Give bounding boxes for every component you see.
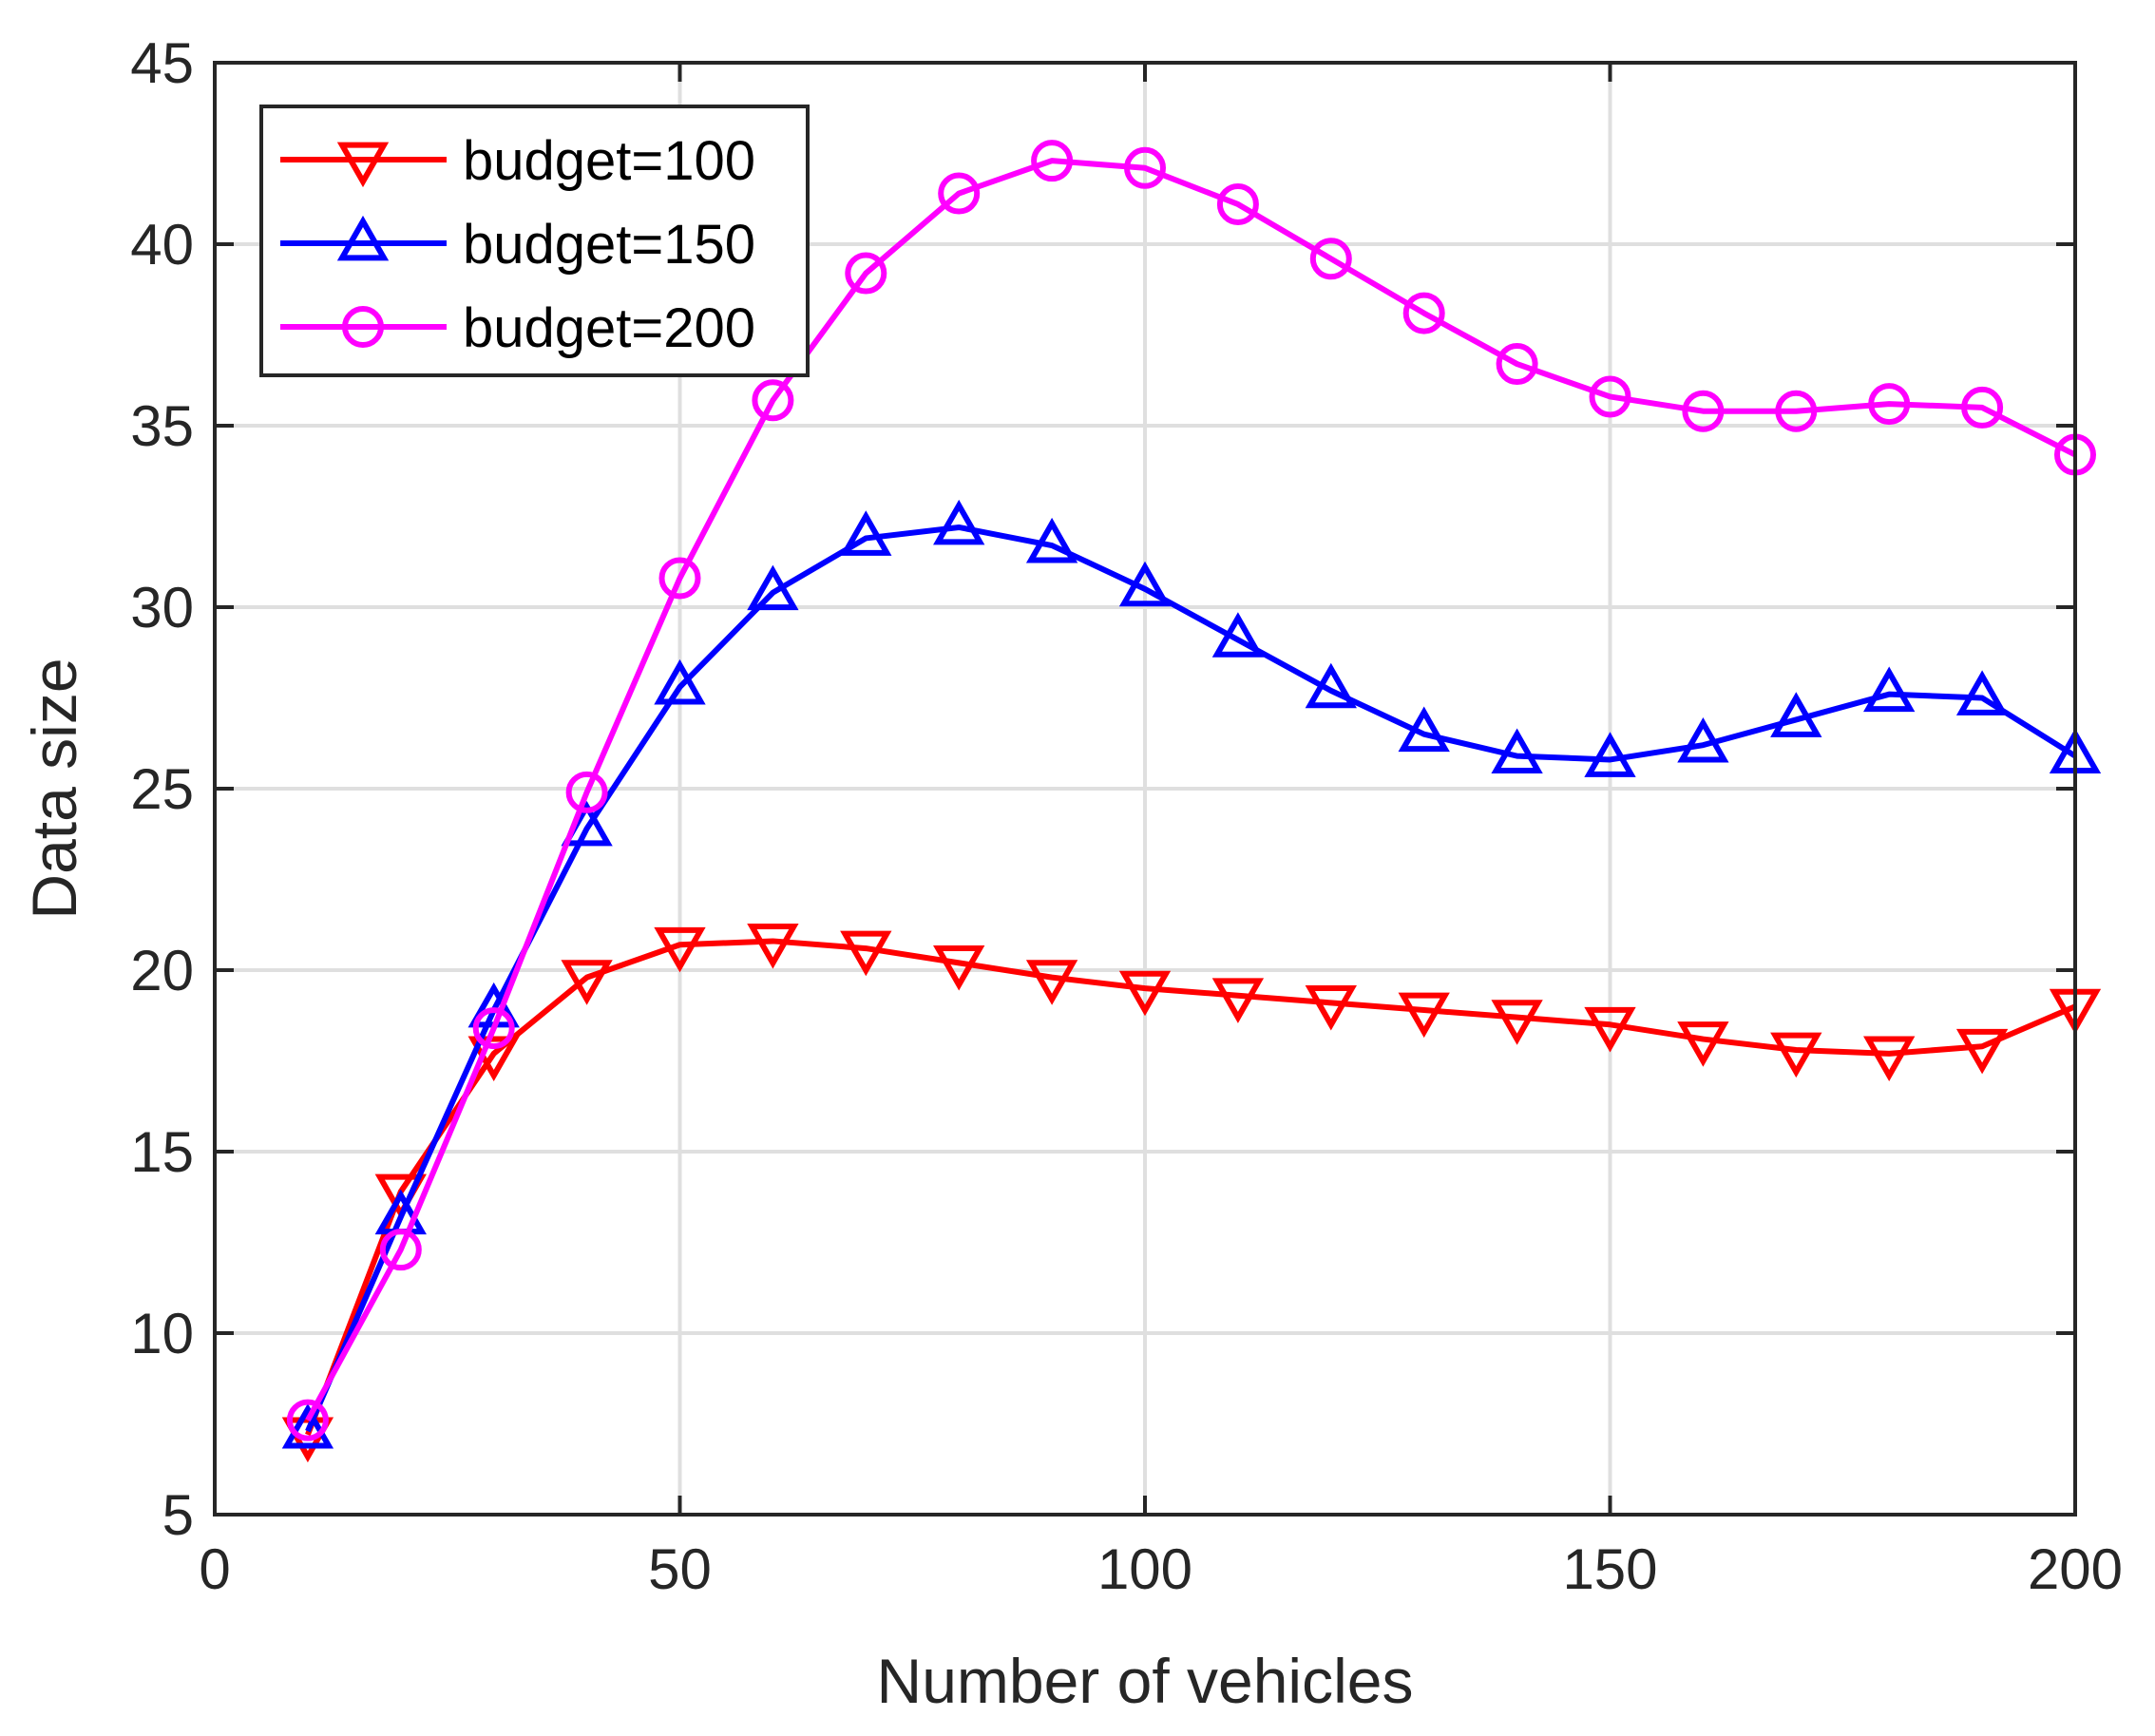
data-point: [565, 771, 608, 813]
legend-marker: [336, 142, 390, 188]
series-group: [281, 140, 2102, 1463]
y-axis-label: Data size: [19, 658, 89, 919]
data-point: [840, 510, 892, 556]
y-tick-label: 20: [130, 939, 194, 1002]
y-tick-label: 5: [162, 1483, 194, 1547]
data-point: [1961, 386, 2004, 429]
x-axis-label: Number of vehicles: [877, 1646, 1414, 1716]
data-point: [1398, 706, 1450, 753]
y-tick-label: 10: [130, 1302, 194, 1365]
data-point: [1955, 1028, 2009, 1075]
legend-label: budget=100: [463, 130, 755, 192]
data-point: [1211, 978, 1265, 1023]
data-point: [1305, 662, 1357, 709]
data-point: [1863, 1036, 1916, 1082]
data-point: [1868, 383, 1911, 426]
series-budget-200: [286, 140, 2096, 1441]
data-point: [1211, 612, 1265, 658]
legend-label: budget=200: [463, 297, 755, 359]
x-tick-label: 100: [1097, 1537, 1192, 1601]
ticks: 0 50 100 150 200 5 10 15 20 25 30 35 40 45: [130, 31, 2123, 1601]
data-point: [1496, 343, 1538, 386]
series-line: [305, 938, 2077, 1437]
data-point: [1775, 390, 1818, 432]
y-tick-label: 30: [130, 576, 194, 639]
data-point: [1491, 1000, 1543, 1045]
data-point: [1584, 732, 1636, 777]
data-point: [654, 926, 706, 973]
data-point: [1216, 182, 1259, 225]
legend-marker: [342, 306, 384, 348]
data-point: [654, 658, 706, 705]
y-tick-label: 35: [130, 394, 194, 458]
data-point: [1118, 561, 1172, 607]
data-point: [1677, 717, 1729, 763]
data-point: [472, 1007, 515, 1050]
data-point: [281, 1402, 334, 1449]
y-tick-label: 25: [130, 757, 194, 821]
data-point: [1955, 670, 2009, 715]
data-point: [1682, 390, 1725, 432]
data-point: [933, 499, 985, 545]
legend-entry: budget=200: [280, 297, 755, 359]
x-tick-label: 150: [1562, 1537, 1657, 1601]
x-tick-label: 50: [648, 1537, 712, 1601]
data-point: [561, 960, 613, 1005]
data-point: [1025, 960, 1078, 1005]
legend: budget=100 budget=150 budget=200: [259, 105, 810, 377]
x-tick-label: 0: [199, 1537, 230, 1601]
data-point: [1770, 1032, 1822, 1078]
data-point: [840, 930, 892, 977]
data-point: [1025, 517, 1078, 563]
legend-entry: budget=100: [280, 130, 755, 192]
data-point: [1770, 692, 1822, 737]
data-point: [1863, 666, 1916, 713]
y-tick-label: 40: [130, 213, 194, 277]
data-point: [752, 379, 794, 422]
data-point: [1305, 984, 1357, 1031]
y-tick-label: 15: [130, 1120, 194, 1184]
data-point: [1118, 970, 1172, 1017]
y-tick-label: 45: [130, 31, 194, 95]
legend-entry: budget=150: [280, 214, 755, 276]
data-point: [1398, 992, 1450, 1039]
series-budget-150: [281, 499, 2102, 1449]
data-point: [747, 564, 799, 611]
data-point: [1124, 146, 1166, 189]
data-point: [1491, 728, 1543, 774]
data-point: [658, 557, 701, 600]
data-point: [747, 924, 799, 969]
data-point: [379, 1229, 422, 1271]
series-budget-100: [281, 924, 2102, 1463]
data-point: [286, 1399, 329, 1441]
data-point: [1589, 375, 1631, 418]
data-point: [933, 944, 985, 991]
data-point: [1309, 238, 1352, 280]
legend-label: budget=150: [463, 214, 755, 276]
data-point: [1031, 140, 1074, 182]
data-point: [1584, 1006, 1636, 1053]
x-tick-label: 200: [2028, 1537, 2123, 1601]
data-point: [938, 172, 981, 215]
data-point: [1677, 1021, 1729, 1067]
grid: [215, 63, 2075, 1515]
data-point: [845, 252, 887, 295]
legend-marker: [336, 215, 390, 261]
data-point: [1402, 292, 1445, 334]
